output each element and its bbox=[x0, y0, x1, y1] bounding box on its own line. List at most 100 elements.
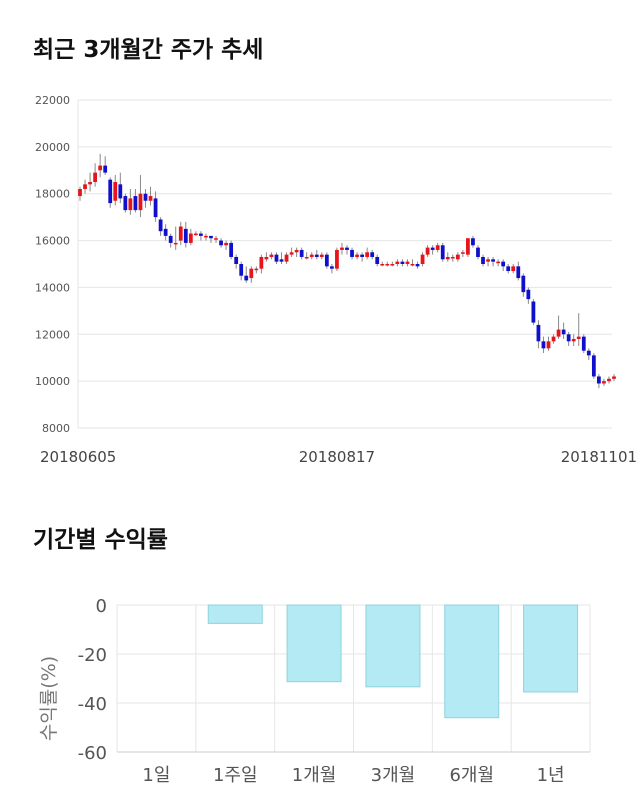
candle-body bbox=[566, 334, 571, 342]
candle bbox=[128, 189, 133, 215]
candle-body bbox=[274, 254, 279, 262]
candle-body bbox=[435, 245, 440, 250]
candle-body bbox=[602, 381, 606, 384]
candle-body bbox=[400, 261, 405, 264]
candle-body bbox=[591, 355, 596, 377]
candle-body bbox=[375, 256, 380, 264]
candle-body bbox=[103, 165, 108, 173]
candle bbox=[304, 252, 309, 260]
candle-body bbox=[284, 254, 289, 262]
return-bar bbox=[365, 604, 421, 688]
candle-body bbox=[309, 254, 314, 257]
candle bbox=[491, 256, 495, 267]
candle-body bbox=[511, 266, 516, 272]
candle bbox=[234, 254, 239, 269]
candle bbox=[98, 153, 103, 178]
candle-body bbox=[123, 196, 128, 211]
candle-body bbox=[350, 249, 354, 257]
candle bbox=[596, 374, 601, 389]
candle-body bbox=[143, 193, 148, 201]
candle-body bbox=[556, 329, 561, 337]
candle-body bbox=[188, 233, 193, 243]
y-tick-label: -60 bbox=[78, 743, 107, 764]
candle-body bbox=[471, 238, 475, 246]
candle-body bbox=[536, 324, 541, 342]
candle bbox=[511, 264, 516, 274]
candle bbox=[415, 261, 420, 269]
candle bbox=[602, 378, 606, 386]
candle bbox=[526, 287, 531, 304]
candle-body bbox=[607, 378, 611, 382]
candle bbox=[566, 331, 571, 346]
candle bbox=[153, 191, 158, 222]
candle-body bbox=[415, 264, 420, 267]
candle bbox=[450, 254, 455, 262]
candle bbox=[521, 273, 526, 297]
candle-body bbox=[561, 329, 566, 335]
y-tick-label: 0 bbox=[96, 596, 107, 617]
candle-body bbox=[445, 256, 450, 260]
candle-body bbox=[516, 266, 521, 279]
candle-body bbox=[546, 341, 551, 349]
candle bbox=[466, 238, 470, 257]
candle bbox=[224, 240, 228, 250]
candle-body bbox=[571, 338, 576, 342]
candle bbox=[214, 235, 218, 243]
price-trend-title: 최근 3개월간 주가 추세 bbox=[33, 37, 264, 63]
candle bbox=[581, 334, 586, 354]
x-tick-label: 3개월 bbox=[371, 765, 416, 786]
candle bbox=[591, 353, 596, 379]
candle-body bbox=[460, 252, 465, 254]
candle-body bbox=[254, 268, 259, 271]
candle-body bbox=[78, 189, 82, 197]
candle bbox=[561, 322, 566, 339]
candle-body bbox=[178, 226, 183, 241]
candle bbox=[445, 252, 450, 262]
candle bbox=[385, 261, 390, 267]
candle-body bbox=[466, 238, 470, 255]
candle-body bbox=[204, 235, 208, 238]
candle bbox=[516, 261, 521, 281]
candle bbox=[551, 334, 556, 344]
candle-body bbox=[108, 179, 113, 204]
candle-body bbox=[410, 264, 415, 266]
candle-body bbox=[173, 242, 178, 245]
y-tick-label: 22000 bbox=[35, 94, 70, 107]
y-tick-label: 14000 bbox=[35, 281, 70, 294]
price-trend-chart: 8000 10000 12000 14000 16000 18000 20000 22000 2… bbox=[35, 94, 637, 466]
y-tick-label: 20000 bbox=[35, 141, 70, 154]
y-axis-label: 수익률(%) bbox=[38, 656, 60, 741]
candle bbox=[410, 259, 415, 267]
candle bbox=[309, 252, 314, 260]
candle bbox=[244, 266, 249, 283]
candle-body bbox=[486, 259, 490, 262]
candle-body bbox=[340, 247, 344, 250]
candle-body bbox=[304, 256, 309, 259]
candle bbox=[471, 235, 475, 248]
candle-body bbox=[476, 247, 480, 257]
candle bbox=[163, 224, 168, 241]
candle bbox=[612, 374, 616, 382]
candle-body bbox=[491, 259, 495, 262]
candle-body bbox=[405, 261, 410, 264]
candle-body bbox=[335, 249, 339, 269]
candle-body bbox=[168, 235, 173, 243]
candle-body bbox=[355, 254, 359, 257]
candle-body bbox=[521, 275, 526, 293]
candle bbox=[168, 233, 173, 248]
candle bbox=[501, 259, 506, 272]
y-tick-label: -40 bbox=[78, 694, 107, 715]
candle-body bbox=[98, 165, 103, 171]
candle bbox=[531, 299, 536, 325]
candle-body bbox=[118, 184, 123, 199]
candle bbox=[496, 259, 501, 267]
candle-body bbox=[430, 247, 435, 250]
candle bbox=[279, 252, 284, 264]
return-bar bbox=[444, 604, 500, 719]
candle-body bbox=[138, 193, 143, 211]
candle-body bbox=[193, 233, 198, 236]
return-bar bbox=[207, 604, 263, 624]
candle-body bbox=[440, 245, 445, 260]
candle bbox=[556, 315, 561, 339]
candle bbox=[239, 261, 244, 281]
